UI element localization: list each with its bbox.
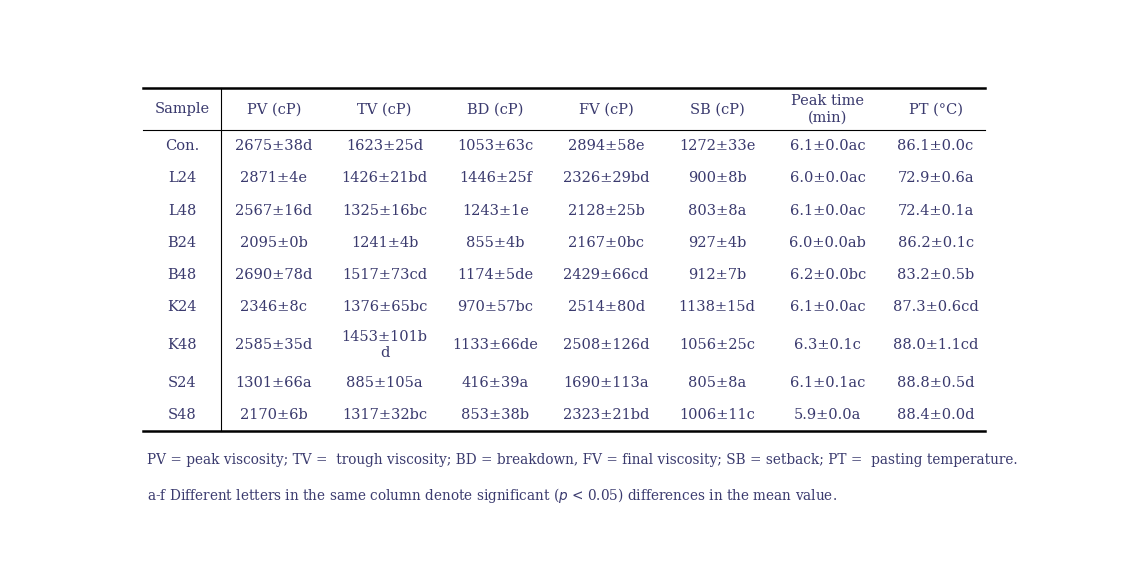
Text: 2514±80d: 2514±80d <box>567 300 645 314</box>
Text: K48: K48 <box>167 338 197 352</box>
Text: 2585±35d: 2585±35d <box>236 338 312 352</box>
Text: 1006±11c: 1006±11c <box>680 408 755 422</box>
Text: 885±105a: 885±105a <box>347 376 423 390</box>
Text: 2128±25b: 2128±25b <box>567 204 645 218</box>
Text: 1690±113a: 1690±113a <box>564 376 649 390</box>
Text: S24: S24 <box>168 376 197 390</box>
Text: 86.2±0.1c: 86.2±0.1c <box>898 236 974 250</box>
Text: 88.8±0.5d: 88.8±0.5d <box>897 376 975 390</box>
Text: 855±4b: 855±4b <box>466 236 525 250</box>
Text: 6.0±0.0ab: 6.0±0.0ab <box>789 236 866 250</box>
Text: 6.3±0.1c: 6.3±0.1c <box>794 338 861 352</box>
Text: PT (°C): PT (°C) <box>908 102 962 116</box>
Text: 1174±5de: 1174±5de <box>458 268 533 282</box>
Text: 2323±21bd: 2323±21bd <box>563 408 650 422</box>
Text: 2095±0b: 2095±0b <box>240 236 308 250</box>
Text: 927±4b: 927±4b <box>688 236 746 250</box>
Text: 853±38b: 853±38b <box>461 408 530 422</box>
Text: L24: L24 <box>168 171 196 186</box>
Text: 2170±6b: 2170±6b <box>240 408 308 422</box>
Text: SB (cP): SB (cP) <box>690 102 745 116</box>
Text: Peak time
(min): Peak time (min) <box>792 94 865 124</box>
Text: 805±8a: 805±8a <box>688 376 746 390</box>
Text: 88.4±0.0d: 88.4±0.0d <box>897 408 975 422</box>
Text: 72.4±0.1a: 72.4±0.1a <box>897 204 974 218</box>
Text: B48: B48 <box>167 268 197 282</box>
Text: 2690±78d: 2690±78d <box>235 268 312 282</box>
Text: 1241±4b: 1241±4b <box>351 236 419 250</box>
Text: TV (cP): TV (cP) <box>357 102 412 116</box>
Text: 1453±101b
d: 1453±101b d <box>342 330 428 360</box>
Text: B24: B24 <box>167 236 197 250</box>
Text: K24: K24 <box>167 300 197 314</box>
Text: 2508±126d: 2508±126d <box>563 338 650 352</box>
Text: a-f Different letters in the same column denote significant ($p$ < 0.05) differe: a-f Different letters in the same column… <box>148 486 837 505</box>
Text: Con.: Con. <box>165 139 199 153</box>
Text: 88.0±1.1cd: 88.0±1.1cd <box>893 338 978 352</box>
Text: 5.9±0.0a: 5.9±0.0a <box>794 408 861 422</box>
Text: 6.1±0.0ac: 6.1±0.0ac <box>791 204 866 218</box>
Text: BD (cP): BD (cP) <box>467 102 524 116</box>
Text: 1243±1e: 1243±1e <box>462 204 529 218</box>
Text: 1517±73cd: 1517±73cd <box>342 268 427 282</box>
Text: 1138±15d: 1138±15d <box>678 300 755 314</box>
Text: 1376±65bc: 1376±65bc <box>342 300 428 314</box>
Text: 2567±16d: 2567±16d <box>236 204 312 218</box>
Text: 1272±33e: 1272±33e <box>678 139 755 153</box>
Text: 2894±58e: 2894±58e <box>569 139 644 153</box>
Text: 1301±66a: 1301±66a <box>236 376 312 390</box>
Text: 72.9±0.6a: 72.9±0.6a <box>897 171 974 186</box>
Text: 6.2±0.0bc: 6.2±0.0bc <box>789 268 866 282</box>
Text: 6.1±0.1ac: 6.1±0.1ac <box>791 376 866 390</box>
Text: S48: S48 <box>168 408 197 422</box>
Text: 2167±0bc: 2167±0bc <box>569 236 644 250</box>
Text: 1056±25c: 1056±25c <box>680 338 755 352</box>
Text: 6.1±0.0ac: 6.1±0.0ac <box>791 300 866 314</box>
Text: 2346±8c: 2346±8c <box>240 300 308 314</box>
Text: 970±57bc: 970±57bc <box>458 300 533 314</box>
Text: PV = peak viscosity; TV =  trough viscosity; BD = breakdown, FV = final viscosit: PV = peak viscosity; TV = trough viscosi… <box>148 453 1018 467</box>
Text: 1053±63c: 1053±63c <box>458 139 533 153</box>
Text: FV (cP): FV (cP) <box>579 102 634 116</box>
Text: 1446±25f: 1446±25f <box>459 171 532 186</box>
Text: 803±8a: 803±8a <box>688 204 746 218</box>
Text: 2675±38d: 2675±38d <box>235 139 312 153</box>
Text: 2429±66cd: 2429±66cd <box>564 268 649 282</box>
Text: 1317±32bc: 1317±32bc <box>342 408 427 422</box>
Text: PV (cP): PV (cP) <box>247 102 301 116</box>
Text: 900±8b: 900±8b <box>688 171 746 186</box>
Text: L48: L48 <box>168 204 197 218</box>
Text: 86.1±0.0c: 86.1±0.0c <box>898 139 974 153</box>
Text: 912±7b: 912±7b <box>688 268 746 282</box>
Text: 6.0±0.0ac: 6.0±0.0ac <box>791 171 866 186</box>
Text: 83.2±0.5b: 83.2±0.5b <box>897 268 975 282</box>
Text: 1426±21bd: 1426±21bd <box>342 171 428 186</box>
Text: 1623±25d: 1623±25d <box>345 139 423 153</box>
Text: 2326±29bd: 2326±29bd <box>563 171 650 186</box>
Text: Sample: Sample <box>154 102 209 116</box>
Text: 1133±66de: 1133±66de <box>453 338 539 352</box>
Text: 2871±4e: 2871±4e <box>240 171 308 186</box>
Text: 87.3±0.6cd: 87.3±0.6cd <box>892 300 978 314</box>
Text: 1325±16bc: 1325±16bc <box>342 204 427 218</box>
Text: 6.1±0.0ac: 6.1±0.0ac <box>791 139 866 153</box>
Text: 416±39a: 416±39a <box>462 376 529 390</box>
